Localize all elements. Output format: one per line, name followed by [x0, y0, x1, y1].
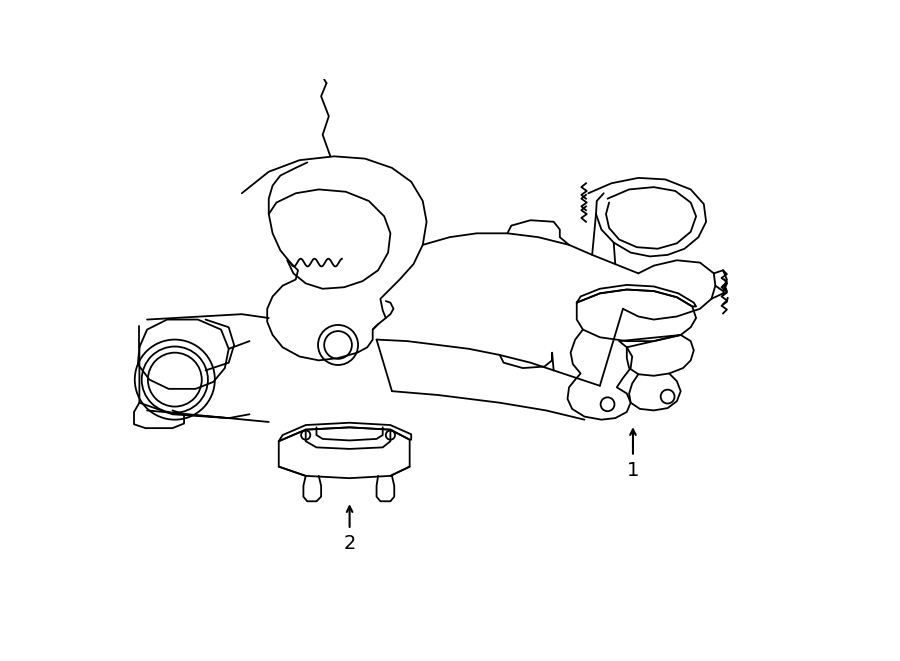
Text: 1: 1 [626, 461, 639, 480]
Text: 2: 2 [344, 534, 356, 553]
